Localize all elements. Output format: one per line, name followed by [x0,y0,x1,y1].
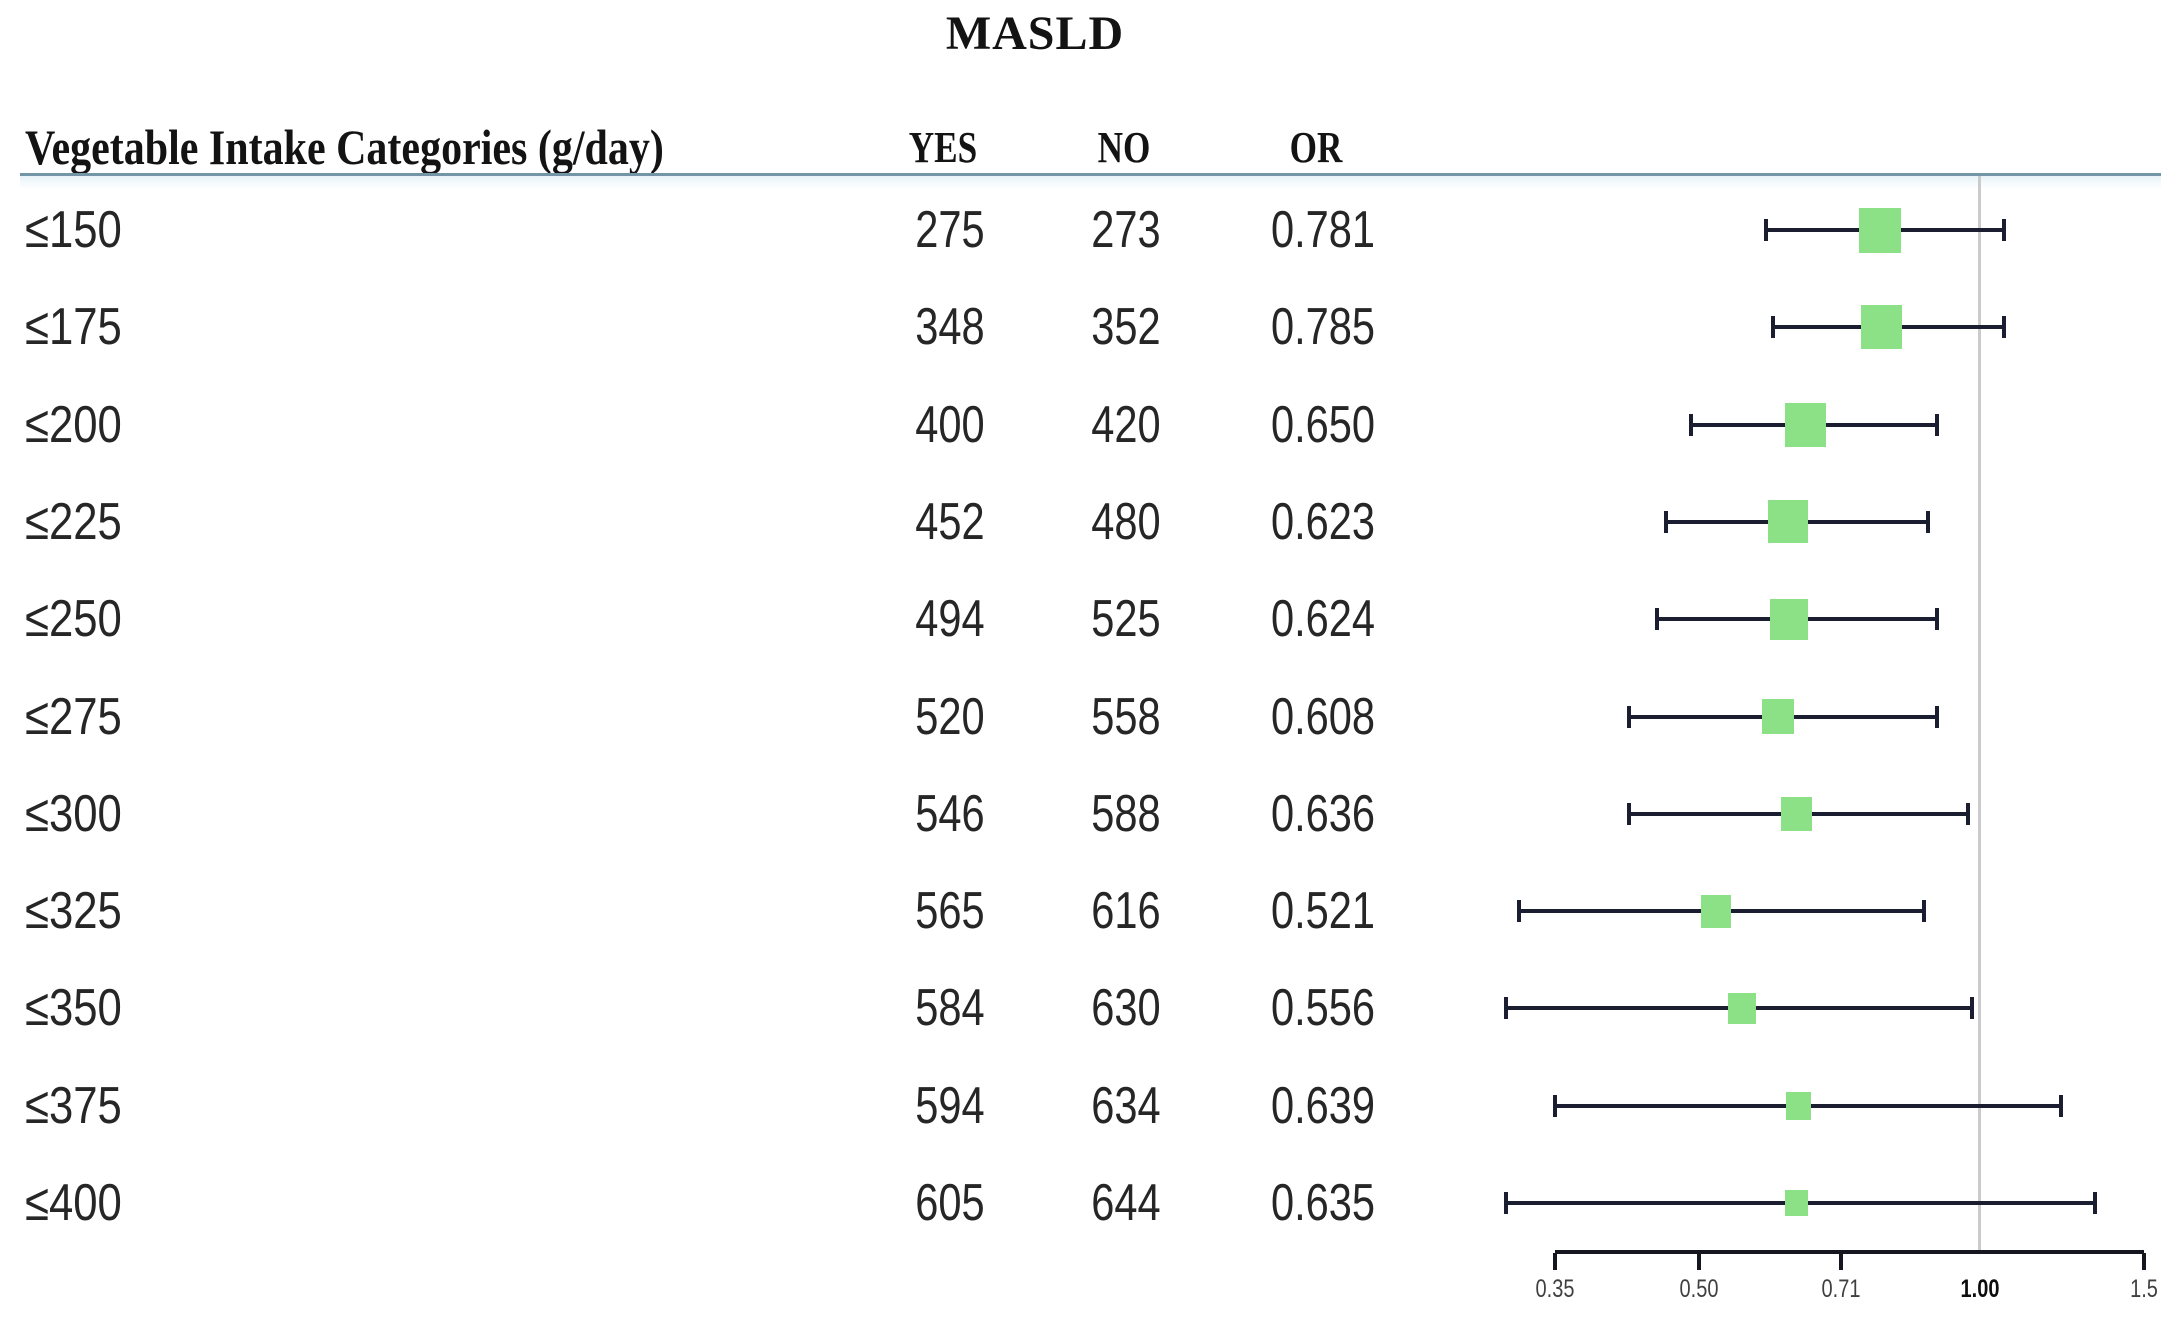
or-square-marker [1858,207,1901,253]
row-yes-value: 594 [915,1076,985,1135]
ci-cap-left [1663,510,1668,533]
no-column-header: NO [1097,123,1151,172]
row-yes-value: 348 [915,298,985,357]
or-square-marker [1781,796,1813,831]
row-category-label: ≤300 [25,784,122,843]
row-category-label: ≤225 [25,492,122,551]
ci-cap-right [2093,1192,2098,1214]
ci-cap-left [1771,316,1776,339]
or-square-marker [1700,894,1731,928]
row-category-label: ≤350 [25,979,122,1038]
row-no-value: 352 [1091,298,1161,357]
row-or-value: 0.781 [1270,201,1376,259]
row-or-value: 0.650 [1270,395,1376,454]
axis-tick [2142,1253,2147,1270]
ci-cap-left [1626,802,1631,825]
row-no-value: 634 [1091,1076,1161,1135]
row-no-value: 525 [1091,590,1161,649]
or-square-marker [1770,598,1808,640]
ci-cap-right [1935,705,1940,728]
row-category-label: ≤200 [25,395,122,454]
axis-tick [1552,1253,1557,1270]
row-or-value: 0.785 [1270,298,1376,357]
row-yes-value: 494 [915,590,985,649]
row-no-value: 273 [1091,201,1161,259]
row-or-value: 0.623 [1270,492,1376,551]
ci-cap-right [1965,802,1970,825]
ci-cap-left [1503,997,1508,1020]
ci-cap-left [1764,219,1769,241]
or-square-marker [1784,1190,1808,1216]
row-no-value: 630 [1091,979,1161,1038]
row-category-label: ≤325 [25,882,122,941]
ci-cap-left [1689,413,1694,436]
row-yes-value: 520 [915,687,985,746]
ci-cap-left [1654,608,1659,631]
axis-tick [1697,1253,1702,1270]
row-or-value: 0.624 [1270,590,1376,649]
row-category-label: ≤375 [25,1076,122,1135]
ci-cap-right [2001,219,2006,241]
axis-tick-label: 0.35 [1535,1275,1575,1303]
ci-cap-right [2058,1094,2063,1117]
row-category-label: ≤275 [25,687,122,746]
header-rule [20,173,2161,176]
ci-cap-right [1935,413,1940,436]
row-or-value: 0.521 [1270,882,1376,941]
row-no-value: 616 [1091,882,1161,941]
axis-tick-label: 0.50 [1679,1275,1719,1303]
ci-cap-left [1552,1094,1557,1117]
ci-cap-right [1926,510,1931,533]
row-yes-value: 452 [915,492,985,551]
row-category-label: ≤150 [25,201,122,259]
row-or-value: 0.608 [1270,687,1376,746]
or-square-marker [1768,500,1809,544]
yes-column-header: YES [908,123,978,172]
row-or-value: 0.556 [1270,979,1376,1038]
or-square-marker [1786,1091,1812,1120]
ci-cap-left [1516,900,1521,923]
row-yes-value: 565 [915,882,985,941]
x-axis-line [1554,1250,2145,1254]
row-no-value: 480 [1091,492,1161,551]
ci-cap-right [2001,316,2006,339]
axis-tick [1839,1253,1844,1270]
row-yes-value: 584 [915,979,985,1038]
row-or-value: 0.639 [1270,1076,1376,1135]
ci-cap-right [1969,997,1974,1020]
row-or-value: 0.636 [1270,784,1376,843]
or-square-marker [1728,992,1757,1024]
reference-line-1.00 [1978,176,1981,1252]
ci-cap-left [1503,1192,1508,1214]
row-yes-value: 400 [915,395,985,454]
or-square-marker [1861,305,1903,350]
axis-tick-label: 0.71 [1821,1275,1861,1303]
row-no-value: 588 [1091,784,1161,843]
row-no-value: 420 [1091,395,1161,454]
header-rule-tint [20,176,2161,189]
axis-tick-label: 1.00 [1960,1275,2000,1303]
chart-title: MASLD [945,7,1125,60]
ci-cap-right [1935,608,1940,631]
ci-cap-right [1921,900,1926,923]
or-square-marker [1785,402,1827,447]
row-yes-value: 275 [915,201,985,259]
or-square-marker [1762,699,1795,734]
row-no-value: 644 [1091,1174,1161,1232]
row-category-label: ≤175 [25,298,122,357]
category-column-header: Vegetable Intake Categories (g/day) [25,119,664,175]
or-column-header: OR [1289,123,1343,172]
row-or-value: 0.635 [1270,1174,1376,1232]
row-yes-value: 605 [915,1174,985,1232]
ci-cap-left [1626,705,1631,728]
row-category-label: ≤250 [25,590,122,649]
axis-tick-label: 1.5 [2130,1275,2159,1303]
row-category-label: ≤400 [25,1174,122,1232]
row-yes-value: 546 [915,784,985,843]
row-no-value: 558 [1091,687,1161,746]
